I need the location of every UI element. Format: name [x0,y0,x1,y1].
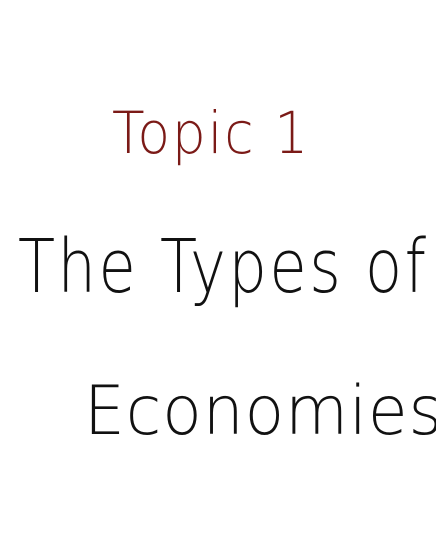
title-line-1: The Types of [18,224,429,310]
topic-heading: Topic 1 [112,99,311,167]
title-line-2: Economies [84,372,436,451]
